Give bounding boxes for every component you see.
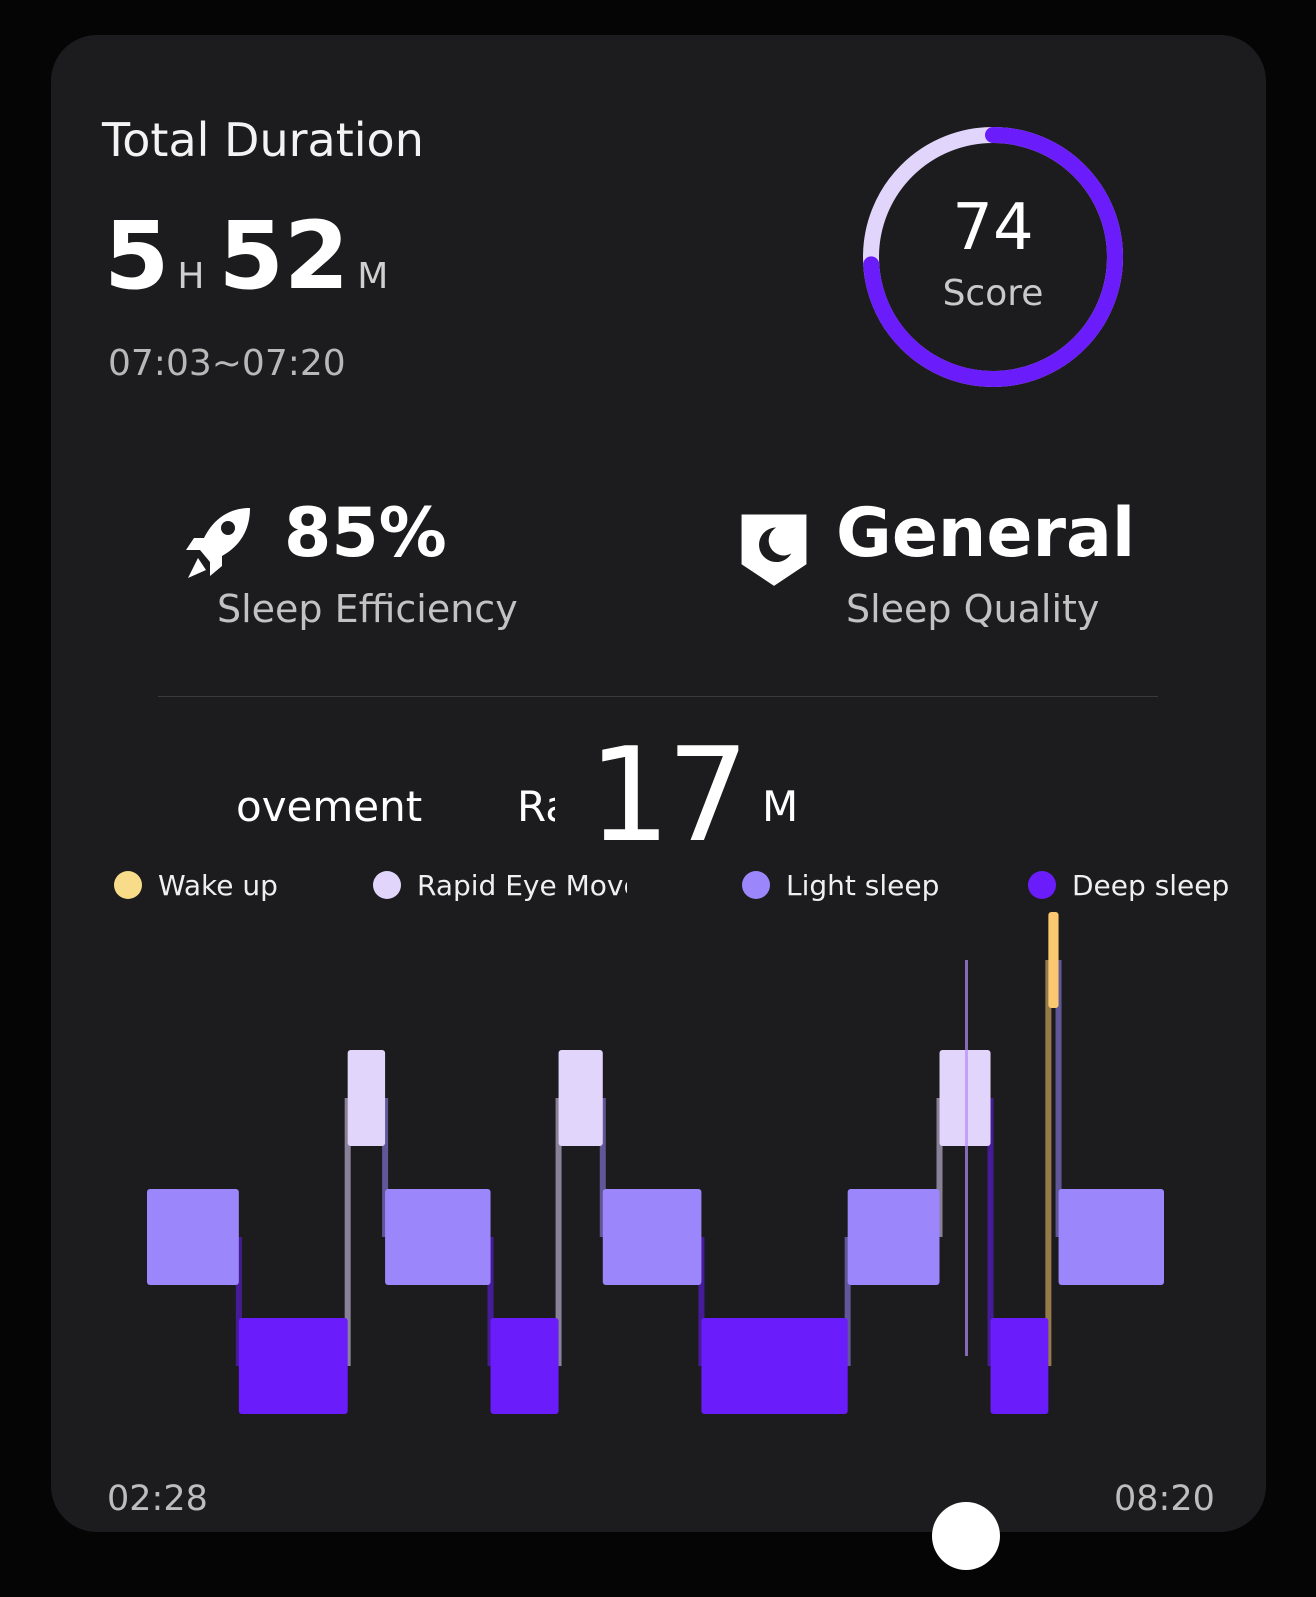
sleep-quality-value: General — [836, 494, 1136, 573]
stage-bar-wake-up — [1048, 912, 1059, 1008]
stage-bar-light-sleep — [147, 1189, 239, 1285]
rocket-icon — [186, 508, 250, 578]
duration-minutes-unit: M — [357, 256, 389, 297]
stage-transition-line — [698, 1237, 705, 1366]
stage-bar-deep-sleep — [490, 1318, 559, 1414]
stage-transition-line — [1055, 960, 1062, 1237]
sleep-efficiency-label: Sleep Efficiency — [217, 587, 518, 631]
score-ring — [863, 127, 1123, 387]
legend-item-light-sleep: Light sleep — [742, 867, 942, 903]
sleep-efficiency-value: 85% — [284, 494, 447, 573]
stage-transition-line — [1045, 960, 1052, 1366]
ticker-big-unit: M — [762, 782, 799, 831]
duration-minutes: 52 — [218, 202, 350, 311]
stage-bar-light-sleep — [602, 1189, 702, 1285]
legend-dot-wake-up — [114, 871, 142, 899]
stage-transition-line — [555, 1098, 562, 1366]
total-duration-value: 5 H 52 M — [104, 210, 402, 304]
stage-transition-line — [987, 1098, 994, 1366]
legend-dot-light-sleep — [742, 871, 770, 899]
legend-item-deep-sleep: Deep sleep — [1028, 867, 1230, 903]
stage-transition-line — [382, 1098, 389, 1237]
stage-transition-line — [344, 1098, 351, 1366]
stage-bar-light-sleep — [385, 1189, 491, 1285]
legend-label-light-sleep: Light sleep — [786, 868, 940, 902]
score-label: Score — [942, 273, 1044, 314]
stage-transition-line — [235, 1237, 242, 1366]
stage-bar-deep-sleep — [238, 1318, 348, 1414]
sleep-time-range: 07:03~07:20 — [108, 343, 346, 384]
stage-transition-line — [844, 1237, 851, 1366]
legend-label-wake-up: Wake up — [158, 868, 278, 902]
stage-transition-line — [936, 1098, 943, 1237]
ticker-big-value: 17 — [588, 719, 749, 871]
section-divider — [158, 696, 1158, 697]
sleep-quality-label: Sleep Quality — [846, 587, 1100, 631]
score-value: 74 — [952, 191, 1034, 265]
legend-label-rem: Rapid Eye Moveme — [417, 868, 627, 902]
stage-bar-rapid-eye-movement — [347, 1050, 386, 1146]
legend-item-wake-up: Wake up — [114, 867, 294, 903]
playhead-line — [965, 960, 968, 1356]
stage-bar-light-sleep — [847, 1189, 940, 1285]
shield-moon-icon — [741, 514, 807, 586]
stage-bar-deep-sleep — [990, 1318, 1049, 1414]
scrubber-handle[interactable] — [932, 1502, 1000, 1570]
axis-start-time: 02:28 — [107, 1479, 208, 1519]
stage-bar-rapid-eye-movement — [558, 1050, 603, 1146]
legend-label-deep-sleep: Deep sleep — [1072, 868, 1230, 902]
total-duration-title: Total Duration — [102, 113, 424, 167]
legend-item-rem: Rapid Eye Moveme — [373, 867, 627, 903]
duration-hours: 5 — [104, 202, 170, 311]
legend-dot-rem — [373, 871, 401, 899]
ticker-text-mid: Ra — [517, 786, 555, 828]
duration-hours-unit: H — [177, 256, 205, 297]
ticker-text-left: ovement — [236, 782, 423, 831]
stage-transition-line — [599, 1098, 606, 1237]
axis-end-time: 08:20 — [1114, 1479, 1215, 1519]
stage-transition-line — [487, 1237, 494, 1366]
stage-bar-light-sleep — [1058, 1189, 1164, 1285]
score-ring-progress — [863, 127, 1123, 387]
stage-bar-deep-sleep — [701, 1318, 848, 1414]
legend-dot-deep-sleep — [1028, 871, 1056, 899]
